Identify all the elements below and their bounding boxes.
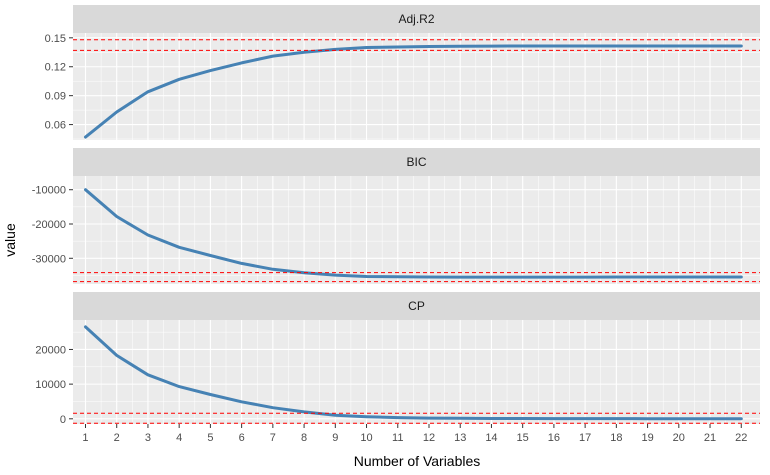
y-tick-label: 0.09 [45, 91, 66, 103]
y-tick-label: 0.15 [45, 33, 66, 45]
x-tick-label: 9 [332, 432, 338, 444]
x-tick-label: 22 [735, 432, 747, 444]
y-tick-label: 20000 [35, 344, 66, 356]
x-tick-label: 5 [207, 432, 213, 444]
x-tick-label: 3 [145, 432, 151, 444]
facet-strip-label: Adj.R2 [398, 12, 434, 26]
x-tick-label: 18 [610, 432, 622, 444]
y-tick-label: -20000 [32, 219, 66, 231]
series-line [84, 325, 743, 421]
y-tick-label: 0.06 [45, 120, 66, 132]
x-tick-label: 20 [673, 432, 685, 444]
y-axis-title: value [2, 223, 18, 257]
y-tick-label: 0.12 [45, 62, 66, 74]
x-tick-label: 4 [176, 432, 182, 444]
x-tick-label: 6 [239, 432, 245, 444]
facet-strip-label: BIC [406, 155, 426, 169]
x-tick-label: 21 [704, 432, 716, 444]
x-tick-label: 8 [301, 432, 307, 444]
facet-strip [73, 292, 760, 320]
facet-cp: CP 0 10000 20000 [35, 292, 760, 426]
x-tick-label: 14 [485, 432, 497, 444]
series-line [84, 188, 743, 279]
facet-strip [73, 5, 760, 33]
x-tick-label: 12 [423, 432, 435, 444]
x-tick-label: 11 [392, 432, 403, 444]
x-tick-label: 13 [454, 432, 466, 444]
y-tick-label: 10000 [35, 379, 66, 391]
facet-bic: BIC -30000 -20000 -10000 [32, 148, 760, 284]
facet-strip-label: CP [408, 299, 425, 313]
x-axis: 1 2 3 4 5 6 7 8 9 10 11 12 13 14 15 16 17 18 19 20 21 22 [82, 424, 747, 444]
x-tick-label: 19 [641, 432, 653, 444]
x-tick-label: 2 [114, 432, 120, 444]
x-tick-label: 7 [270, 432, 276, 444]
panel-background [73, 320, 760, 424]
x-tick-label: 17 [579, 432, 591, 444]
facet-panels: Adj.R2 0.06 0.09 0.12 0.15 BIC -30000 -20000 -10… [32, 5, 760, 426]
x-tick-label: 10 [360, 432, 372, 444]
panel-background [73, 176, 760, 284]
facet-strip [73, 148, 760, 176]
y-tick-label: -30000 [32, 253, 66, 265]
x-tick-label: 16 [548, 432, 560, 444]
x-tick-label: 1 [82, 432, 88, 444]
x-tick-label: 15 [517, 432, 529, 444]
series-line [84, 44, 743, 139]
x-axis-title: Number of Variables [354, 453, 481, 469]
y-tick-label: -10000 [32, 185, 66, 197]
y-tick-label: 0 [60, 414, 66, 426]
panel-background [73, 33, 760, 140]
facet-adj-r2: Adj.R2 0.06 0.09 0.12 0.15 [45, 5, 760, 140]
